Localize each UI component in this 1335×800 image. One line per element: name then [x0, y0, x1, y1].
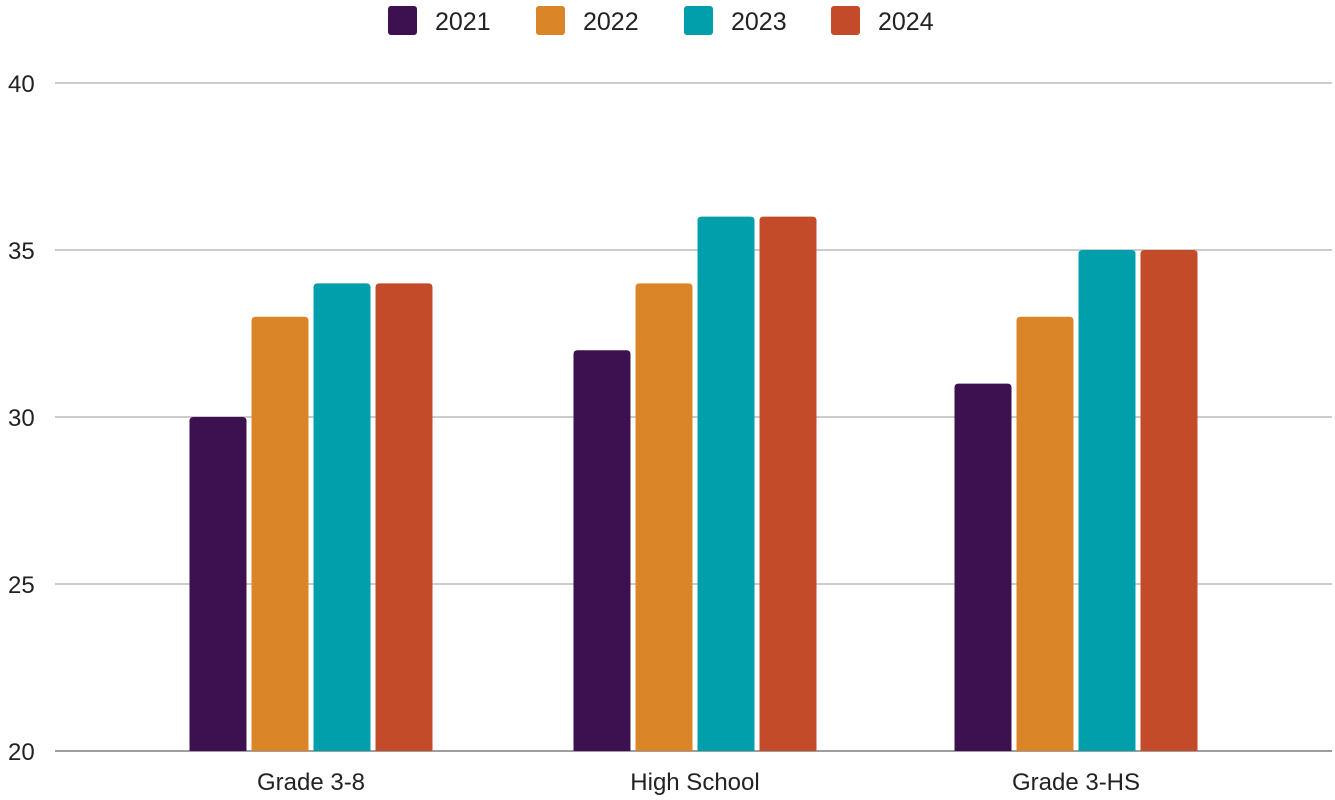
legend-item: 2021	[388, 6, 491, 36]
y-tick-label: 35	[8, 238, 35, 265]
y-tick-label: 20	[8, 739, 35, 766]
legend-swatch	[684, 6, 713, 35]
legend-label: 2022	[583, 8, 639, 36]
bar-2022	[1016, 316, 1074, 751]
legend-swatch	[388, 6, 417, 35]
bar-2021	[573, 350, 631, 751]
x-axis: Grade 3-8 High School Grade 3-HS	[257, 769, 1140, 796]
y-tick-label: 25	[8, 572, 35, 599]
bars	[189, 216, 1198, 752]
gridlines	[55, 82, 1332, 752]
bar-2021	[189, 417, 247, 751]
bar-group	[954, 250, 1198, 751]
bar-2023	[313, 283, 371, 751]
bar-2023	[697, 216, 755, 752]
legend-label: 2023	[731, 8, 787, 36]
bar-2024	[1140, 250, 1198, 751]
x-tick-label: Grade 3-HS	[1012, 769, 1140, 796]
legend: 2021 2022 2023 2024	[388, 6, 934, 36]
x-tick-label: Grade 3-8	[257, 769, 365, 796]
legend-item: 2022	[536, 6, 639, 36]
legend-label: 2024	[878, 8, 934, 36]
bar-2023	[1078, 250, 1136, 751]
y-tick-label: 40	[8, 71, 35, 98]
bar-2022	[251, 316, 309, 751]
legend-swatch	[536, 6, 565, 35]
bar-group	[573, 216, 817, 752]
legend-item: 2024	[831, 6, 934, 36]
y-axis: 20 25 30 35 40	[8, 71, 35, 766]
legend-item: 2023	[684, 6, 787, 36]
bar-2024	[759, 216, 817, 752]
legend-label: 2021	[435, 8, 491, 36]
bar-2024	[375, 283, 433, 751]
y-tick-label: 30	[8, 405, 35, 432]
bar-2022	[635, 283, 693, 751]
x-tick-label: High School	[630, 769, 759, 796]
bar-group	[189, 283, 433, 751]
bar-2021	[954, 383, 1012, 751]
legend-swatch	[831, 6, 860, 35]
